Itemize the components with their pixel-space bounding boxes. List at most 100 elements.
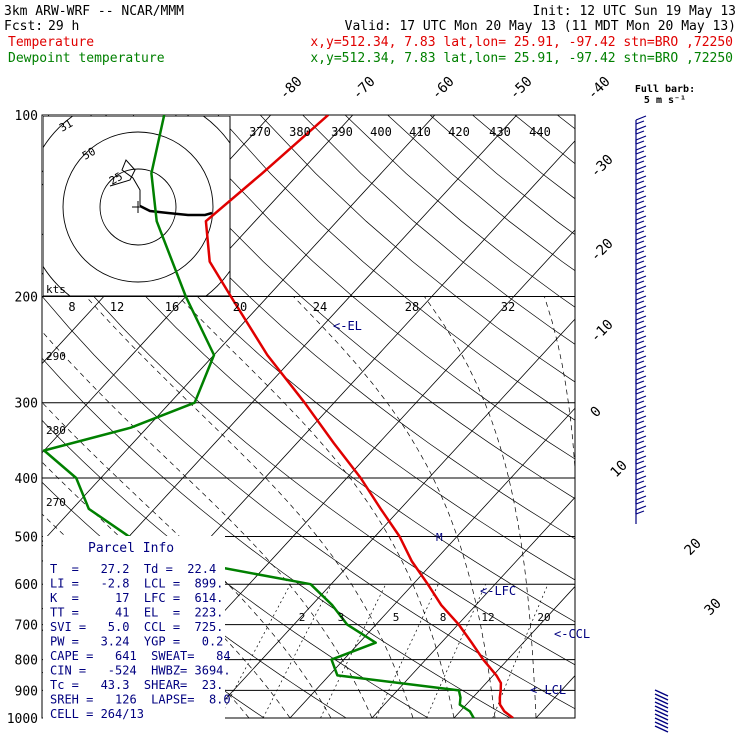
temperature-axis-label: -10 [588, 317, 617, 346]
valid-time: Valid: 17 UTC Mon 20 May 13 (11 MDT Mon … [345, 19, 736, 34]
dry-adiabat-line [175, 115, 740, 718]
parcel-info-row: TT = 41 EL = 223. [50, 606, 223, 620]
wind-barb-flag [636, 116, 646, 120]
moist-adiabat-line [544, 297, 578, 719]
wind-barb-flag [636, 321, 644, 324]
wind-barb-flag [636, 386, 646, 390]
wind-barb-flag [636, 491, 644, 494]
temperature-axis-label: -30 [588, 152, 617, 181]
theta-label: 410 [409, 125, 431, 139]
dry-adiabat-line [600, 115, 740, 718]
temperature-axis-label: -70 [350, 74, 379, 103]
pressure-tick-label: 700 [15, 619, 38, 634]
wind-barb-flag [636, 416, 646, 420]
wind-barb-flag [636, 241, 644, 244]
barb-legend-title: Full barb: [635, 84, 695, 95]
pressure-tick-label: 800 [15, 654, 38, 669]
dry-adiabat-line [303, 115, 740, 718]
pressure-tick-label: 200 [15, 291, 38, 306]
mixing-ratio-label: 8 [440, 611, 447, 624]
lfc-marker: <-LFC [480, 584, 516, 598]
wind-barb-flag [636, 391, 644, 394]
parcel-info-row: CAPE = 641 SWEAT= 84 [50, 649, 231, 663]
hodograph-speed-label: 8 [68, 300, 75, 314]
wind-barb-flag [636, 136, 646, 140]
wind-barb-flag [636, 346, 646, 350]
wind-barb-flag [636, 196, 646, 200]
hodograph-speed-label: 20 [233, 300, 247, 314]
theta-label: 420 [448, 125, 470, 139]
wind-barb-flag [636, 366, 646, 370]
wind-barb-flag [636, 131, 644, 134]
wind-barb-flag [636, 446, 646, 450]
wind-barb-flag [636, 361, 644, 364]
wind-barb-flag [636, 236, 646, 240]
pressure-tick-label: 400 [15, 472, 38, 487]
hodograph-speed-label: 28 [405, 300, 419, 314]
theta-e-label: 270 [46, 496, 66, 509]
dry-adiabat-line [473, 115, 740, 718]
wind-barb-flag [636, 381, 644, 384]
theta-label: 390 [331, 125, 353, 139]
hodograph-kts-label: kts [46, 283, 66, 296]
theta-label: 370 [249, 125, 271, 139]
temperature-axis-label: -50 [507, 74, 536, 103]
wind-barb-flag [636, 281, 644, 284]
parcel-mark: M [436, 531, 443, 544]
ccl-marker: <-CCL [554, 627, 590, 641]
wind-barb-flag [636, 271, 644, 274]
model-title: 3km ARW-WRF -- NCAR/MMM [4, 4, 184, 19]
theta-label: 400 [370, 125, 392, 139]
wind-barb-flag [636, 251, 644, 254]
temperature-legend: Temperature [8, 35, 94, 50]
wind-barb-flag [636, 211, 644, 214]
wind-barb-flag [636, 276, 646, 280]
wind-barb-flag [636, 216, 646, 220]
wind-barb-flag [636, 286, 646, 290]
dry-adiabat-line [642, 115, 740, 718]
wind-barb-flag [636, 441, 644, 444]
mixing-ratio-label: 2 [299, 611, 306, 624]
temperature-axis-label: -60 [429, 74, 458, 103]
wind-barb-flag [636, 396, 646, 400]
wind-barb-flag [636, 336, 646, 340]
theta-label: 380 [289, 125, 311, 139]
wind-barb-flag [636, 226, 646, 230]
wind-barb-flag [636, 496, 646, 500]
wind-barb-flag [636, 266, 646, 270]
temperature-axis-label: -20 [588, 236, 617, 265]
wind-barb-flag [636, 186, 646, 190]
wind-barb-flag [636, 476, 646, 480]
wind-barb-flag [636, 261, 644, 264]
parcel-info-row: CIN = -524 HWBZ= 3694. [50, 664, 231, 678]
theta-label: 430 [489, 125, 511, 139]
wind-barb-flag [636, 316, 646, 320]
parcel-info-row: SVI = 5.0 CCL = 725. [50, 620, 223, 634]
mixing-ratio-line [376, 584, 438, 718]
parcel-info-box: Parcel Info T = 27.2 Td = 22.4LI = -2.8 … [43, 536, 231, 726]
wind-barb-flag [636, 256, 646, 260]
wind-barb-flag [636, 401, 644, 404]
parcel-info-row: T = 27.2 Td = 22.4 [50, 562, 216, 576]
pressure-tick-label: 1000 [7, 712, 38, 727]
hodograph-speed-label: 12 [110, 300, 124, 314]
wind-barb-flag [636, 501, 644, 504]
wind-barb-flag [636, 206, 646, 210]
wind-barb-flag [636, 141, 644, 144]
temperature-axis-label: -40 [585, 74, 614, 103]
wind-barb-flag [636, 486, 646, 490]
wind-barb-flag [636, 246, 646, 250]
wind-barb-flag [636, 406, 646, 410]
wind-barb-flag [636, 481, 644, 484]
wind-barb-flag [636, 146, 646, 150]
wind-barb-flag [636, 326, 646, 330]
wind-barb-flag [636, 191, 644, 194]
pressure-tick-label: 100 [15, 109, 38, 124]
wind-barb-flag [636, 166, 646, 170]
parcel-info-row: LI = -2.8 LCL = 899. [50, 577, 223, 591]
wind-barb-flag [636, 156, 646, 160]
wind-barb-flag [636, 231, 644, 234]
mixing-ratio-label: 5 [393, 611, 400, 624]
el-marker: <-EL [333, 319, 362, 333]
